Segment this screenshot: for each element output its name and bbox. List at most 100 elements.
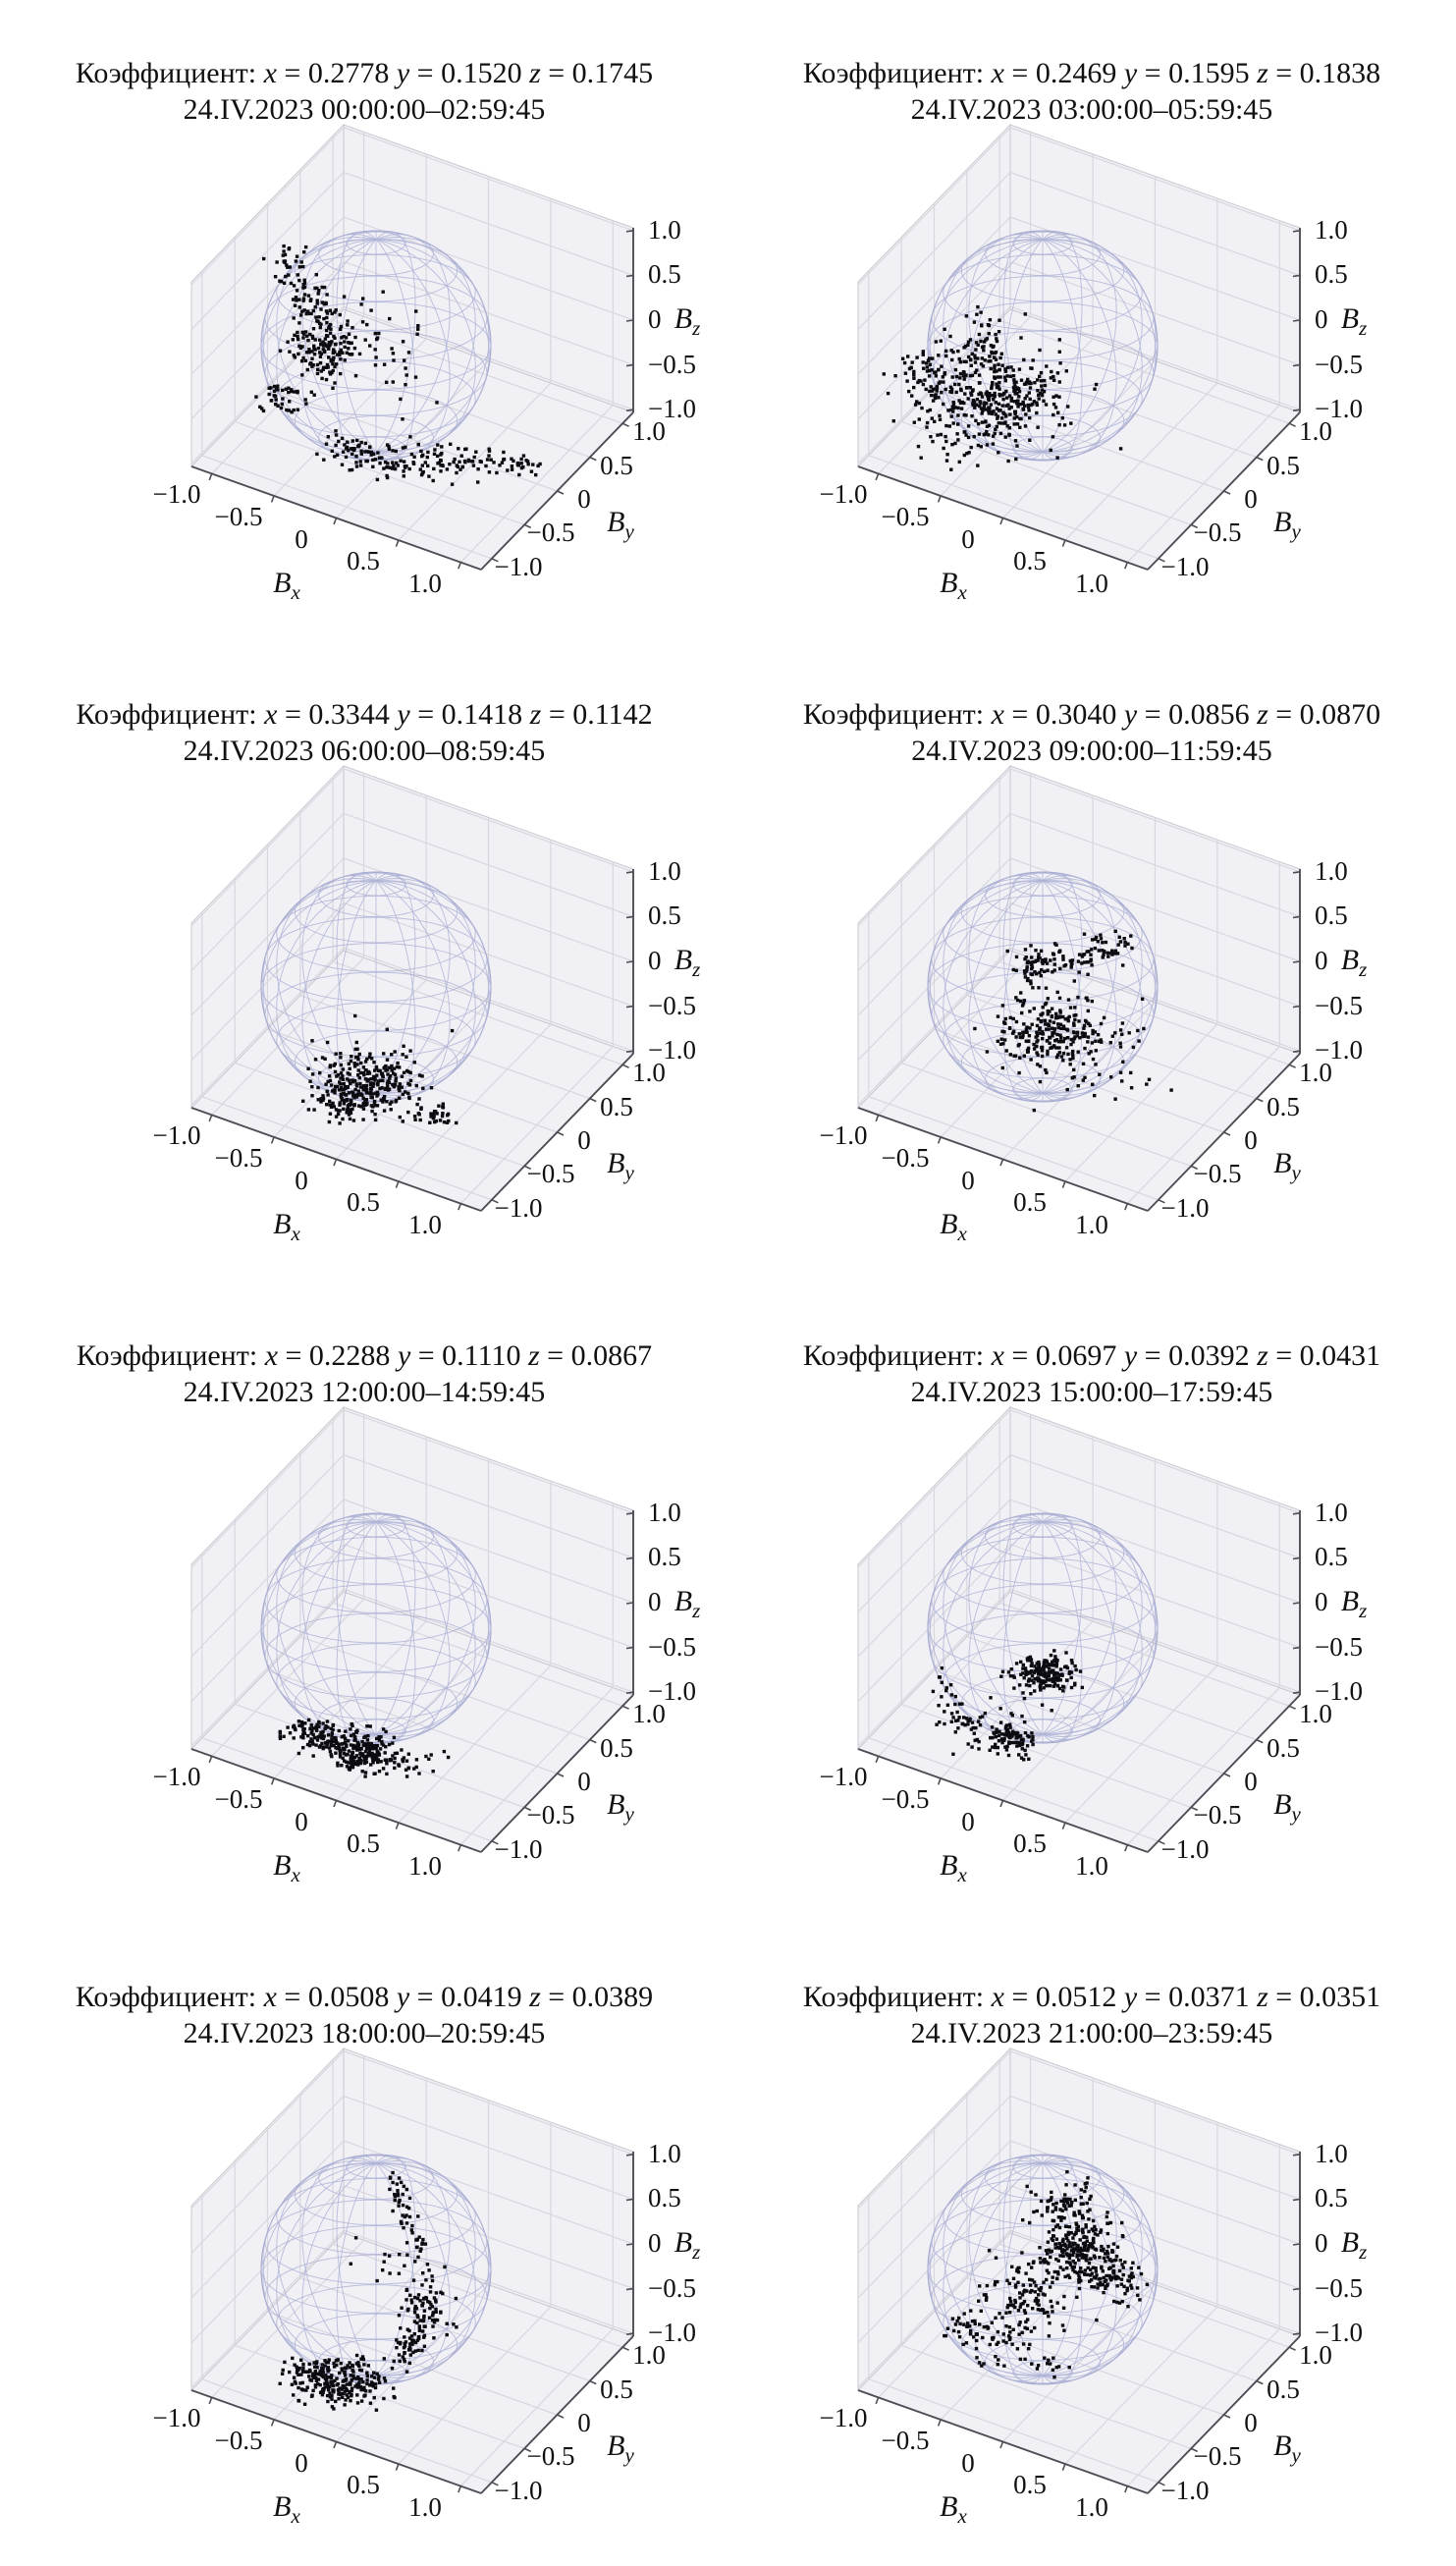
y-tick-label: −1.0 (495, 552, 543, 581)
grid-lines (857, 1409, 1301, 1846)
x-tick-label: −0.5 (215, 1143, 263, 1173)
subplot-1: Коэффициент: x = 0.2778 y = 0.1520 z = 0… (0, 0, 728, 641)
x-tick-label: 0 (961, 1807, 975, 1836)
x-tick-label: 0 (961, 524, 975, 554)
x-tick-label: 0.5 (347, 546, 380, 575)
z-tick-label: 1.0 (648, 1498, 681, 1527)
z-tick-label: 1.0 (648, 2139, 681, 2168)
z-axis-label: Bz (1341, 302, 1368, 340)
scatter-points (973, 929, 1173, 1113)
x-tick-label: 1.0 (1075, 1210, 1108, 1239)
tick-labels: −1.0−1.0−1.0−0.5−0.5−0.50000.50.50.51.01… (820, 1498, 1363, 1881)
y-tick-label: −1.0 (1161, 1193, 1210, 1223)
y-tick-label: 0.5 (1267, 451, 1300, 480)
z-axis-label: Bz (674, 1585, 701, 1622)
y-axis-label: By (607, 1147, 634, 1184)
y-tick-label: −1.0 (1161, 552, 1210, 581)
y-axis-label: By (1273, 1788, 1301, 1826)
x-tick-label: 0.5 (1013, 1829, 1047, 1858)
z-tick-label: −1.0 (1315, 1035, 1363, 1065)
x-axis-label: Bx (940, 1208, 967, 1245)
x-tick-label: −1.0 (153, 479, 201, 509)
plot-subtitle: 24.IV.2023 18:00:00–20:59:45 (184, 2017, 546, 2049)
y-tick-label: −0.5 (527, 2441, 575, 2471)
z-tick-label: −1.0 (648, 1035, 696, 1065)
z-tick-label: 1.0 (1315, 1498, 1348, 1527)
x-tick-label: −1.0 (820, 1762, 868, 1791)
tick-labels: −1.0−1.0−1.0−0.5−0.5−0.50000.50.50.51.01… (153, 1498, 696, 1881)
plot-canvas-7: Коэффициент: x = 0.0508 y = 0.0419 z = 0… (76, 1981, 700, 2528)
z-tick-label: 1.0 (648, 215, 681, 245)
plot-subtitle: 24.IV.2023 21:00:00–23:59:45 (911, 2017, 1273, 2049)
y-tick-label: −1.0 (1161, 1834, 1210, 1864)
y-tick-label: 1.0 (632, 1058, 666, 1087)
plot-title: Коэффициент: x = 0.2288 y = 0.1110 z = 0… (77, 1339, 652, 1372)
z-tick-label: 1.0 (1315, 856, 1348, 886)
y-axis-label: By (607, 506, 634, 543)
x-axis-label: Bx (273, 1849, 300, 1886)
z-tick-label: −1.0 (648, 2318, 696, 2347)
axis-spines (857, 1510, 1301, 1853)
grid-lines (857, 768, 1301, 1205)
x-tick-label: 0 (295, 2448, 308, 2478)
y-axis-label: By (607, 2430, 634, 2467)
x-tick-label: 1.0 (408, 1210, 442, 1239)
subplot-6: Коэффициент: x = 0.0697 y = 0.0392 z = 0… (728, 1283, 1456, 1924)
plot-title: Коэффициент: x = 0.2778 y = 0.1520 z = 0… (76, 57, 653, 89)
scatter-points (278, 1718, 451, 1778)
plot-subtitle: 24.IV.2023 03:00:00–05:59:45 (911, 93, 1273, 126)
axes3d: −1.0−1.0−1.0−0.5−0.5−0.50000.50.50.51.01… (153, 1405, 701, 1886)
x-tick-label: 1.0 (408, 2492, 442, 2522)
x-tick-label: 1.0 (1075, 1851, 1108, 1881)
y-tick-label: 1.0 (1299, 2340, 1332, 2370)
z-tick-label: 0.5 (648, 259, 681, 289)
x-tick-label: −1.0 (820, 479, 868, 509)
z-axis-label: Bz (1341, 944, 1368, 981)
x-axis-label: Bx (273, 1208, 300, 1245)
z-tick-label: 0.5 (1315, 2183, 1348, 2212)
x-tick-label: 0 (961, 2448, 975, 2478)
x-axis-label: Bx (940, 1849, 967, 1886)
plot-title: Коэффициент: x = 0.2469 y = 0.1595 z = 0… (803, 57, 1380, 89)
z-tick-label: −1.0 (648, 1676, 696, 1706)
z-tick-label: 0.5 (648, 1542, 681, 1571)
y-tick-label: 0 (1244, 2408, 1258, 2437)
x-tick-label: 0.5 (1013, 2470, 1047, 2499)
x-tick-label: −0.5 (882, 1784, 930, 1814)
plot-subtitle: 24.IV.2023 09:00:00–11:59:45 (911, 735, 1272, 767)
y-tick-label: 1.0 (632, 416, 666, 446)
y-tick-label: 0.5 (1267, 2375, 1300, 2404)
y-tick-label: −0.5 (527, 1800, 575, 1829)
x-tick-label: −1.0 (153, 1120, 201, 1150)
axes3d: −1.0−1.0−1.0−0.5−0.5−0.50000.50.50.51.01… (820, 123, 1368, 604)
z-tick-label: −0.5 (648, 991, 696, 1020)
grid-lines (190, 1409, 634, 1846)
subplot-4: Коэффициент: x = 0.3040 y = 0.0856 z = 0… (728, 641, 1456, 1283)
x-tick-label: −1.0 (820, 1120, 868, 1150)
y-tick-label: 0 (577, 2408, 591, 2437)
axes3d: −1.0−1.0−1.0−0.5−0.5−0.50000.50.50.51.01… (820, 2047, 1367, 2528)
z-tick-label: −0.5 (648, 1632, 696, 1662)
z-tick-label: 1.0 (1315, 2139, 1348, 2168)
sphere-wireframe (260, 1512, 492, 1744)
y-tick-label: −1.0 (1161, 2476, 1210, 2505)
scatter-points (301, 1013, 458, 1125)
x-axis-label: Bx (273, 2490, 300, 2528)
x-tick-label: 1.0 (1075, 2492, 1108, 2522)
x-axis-label: Bx (940, 2490, 967, 2528)
scatter-points (882, 304, 1123, 471)
x-tick-label: −0.5 (215, 502, 263, 531)
plot-subtitle: 24.IV.2023 00:00:00–02:59:45 (184, 93, 546, 126)
z-tick-label: 0.5 (648, 901, 681, 930)
x-tick-label: −0.5 (215, 2426, 263, 2455)
y-tick-label: −1.0 (495, 2476, 543, 2505)
x-tick-label: 1.0 (408, 569, 442, 598)
subplot-5: Коэффициент: x = 0.2288 y = 0.1110 z = 0… (0, 1283, 728, 1924)
z-tick-label: 0 (648, 946, 662, 975)
x-tick-label: 0.5 (1013, 546, 1047, 575)
axis-spines (190, 1510, 634, 1853)
y-axis-label: By (1273, 1147, 1301, 1184)
axis-spines (190, 228, 634, 571)
plot-canvas-1: Коэффициент: x = 0.2778 y = 0.1520 z = 0… (76, 57, 700, 604)
x-axis-label: Bx (940, 567, 967, 604)
